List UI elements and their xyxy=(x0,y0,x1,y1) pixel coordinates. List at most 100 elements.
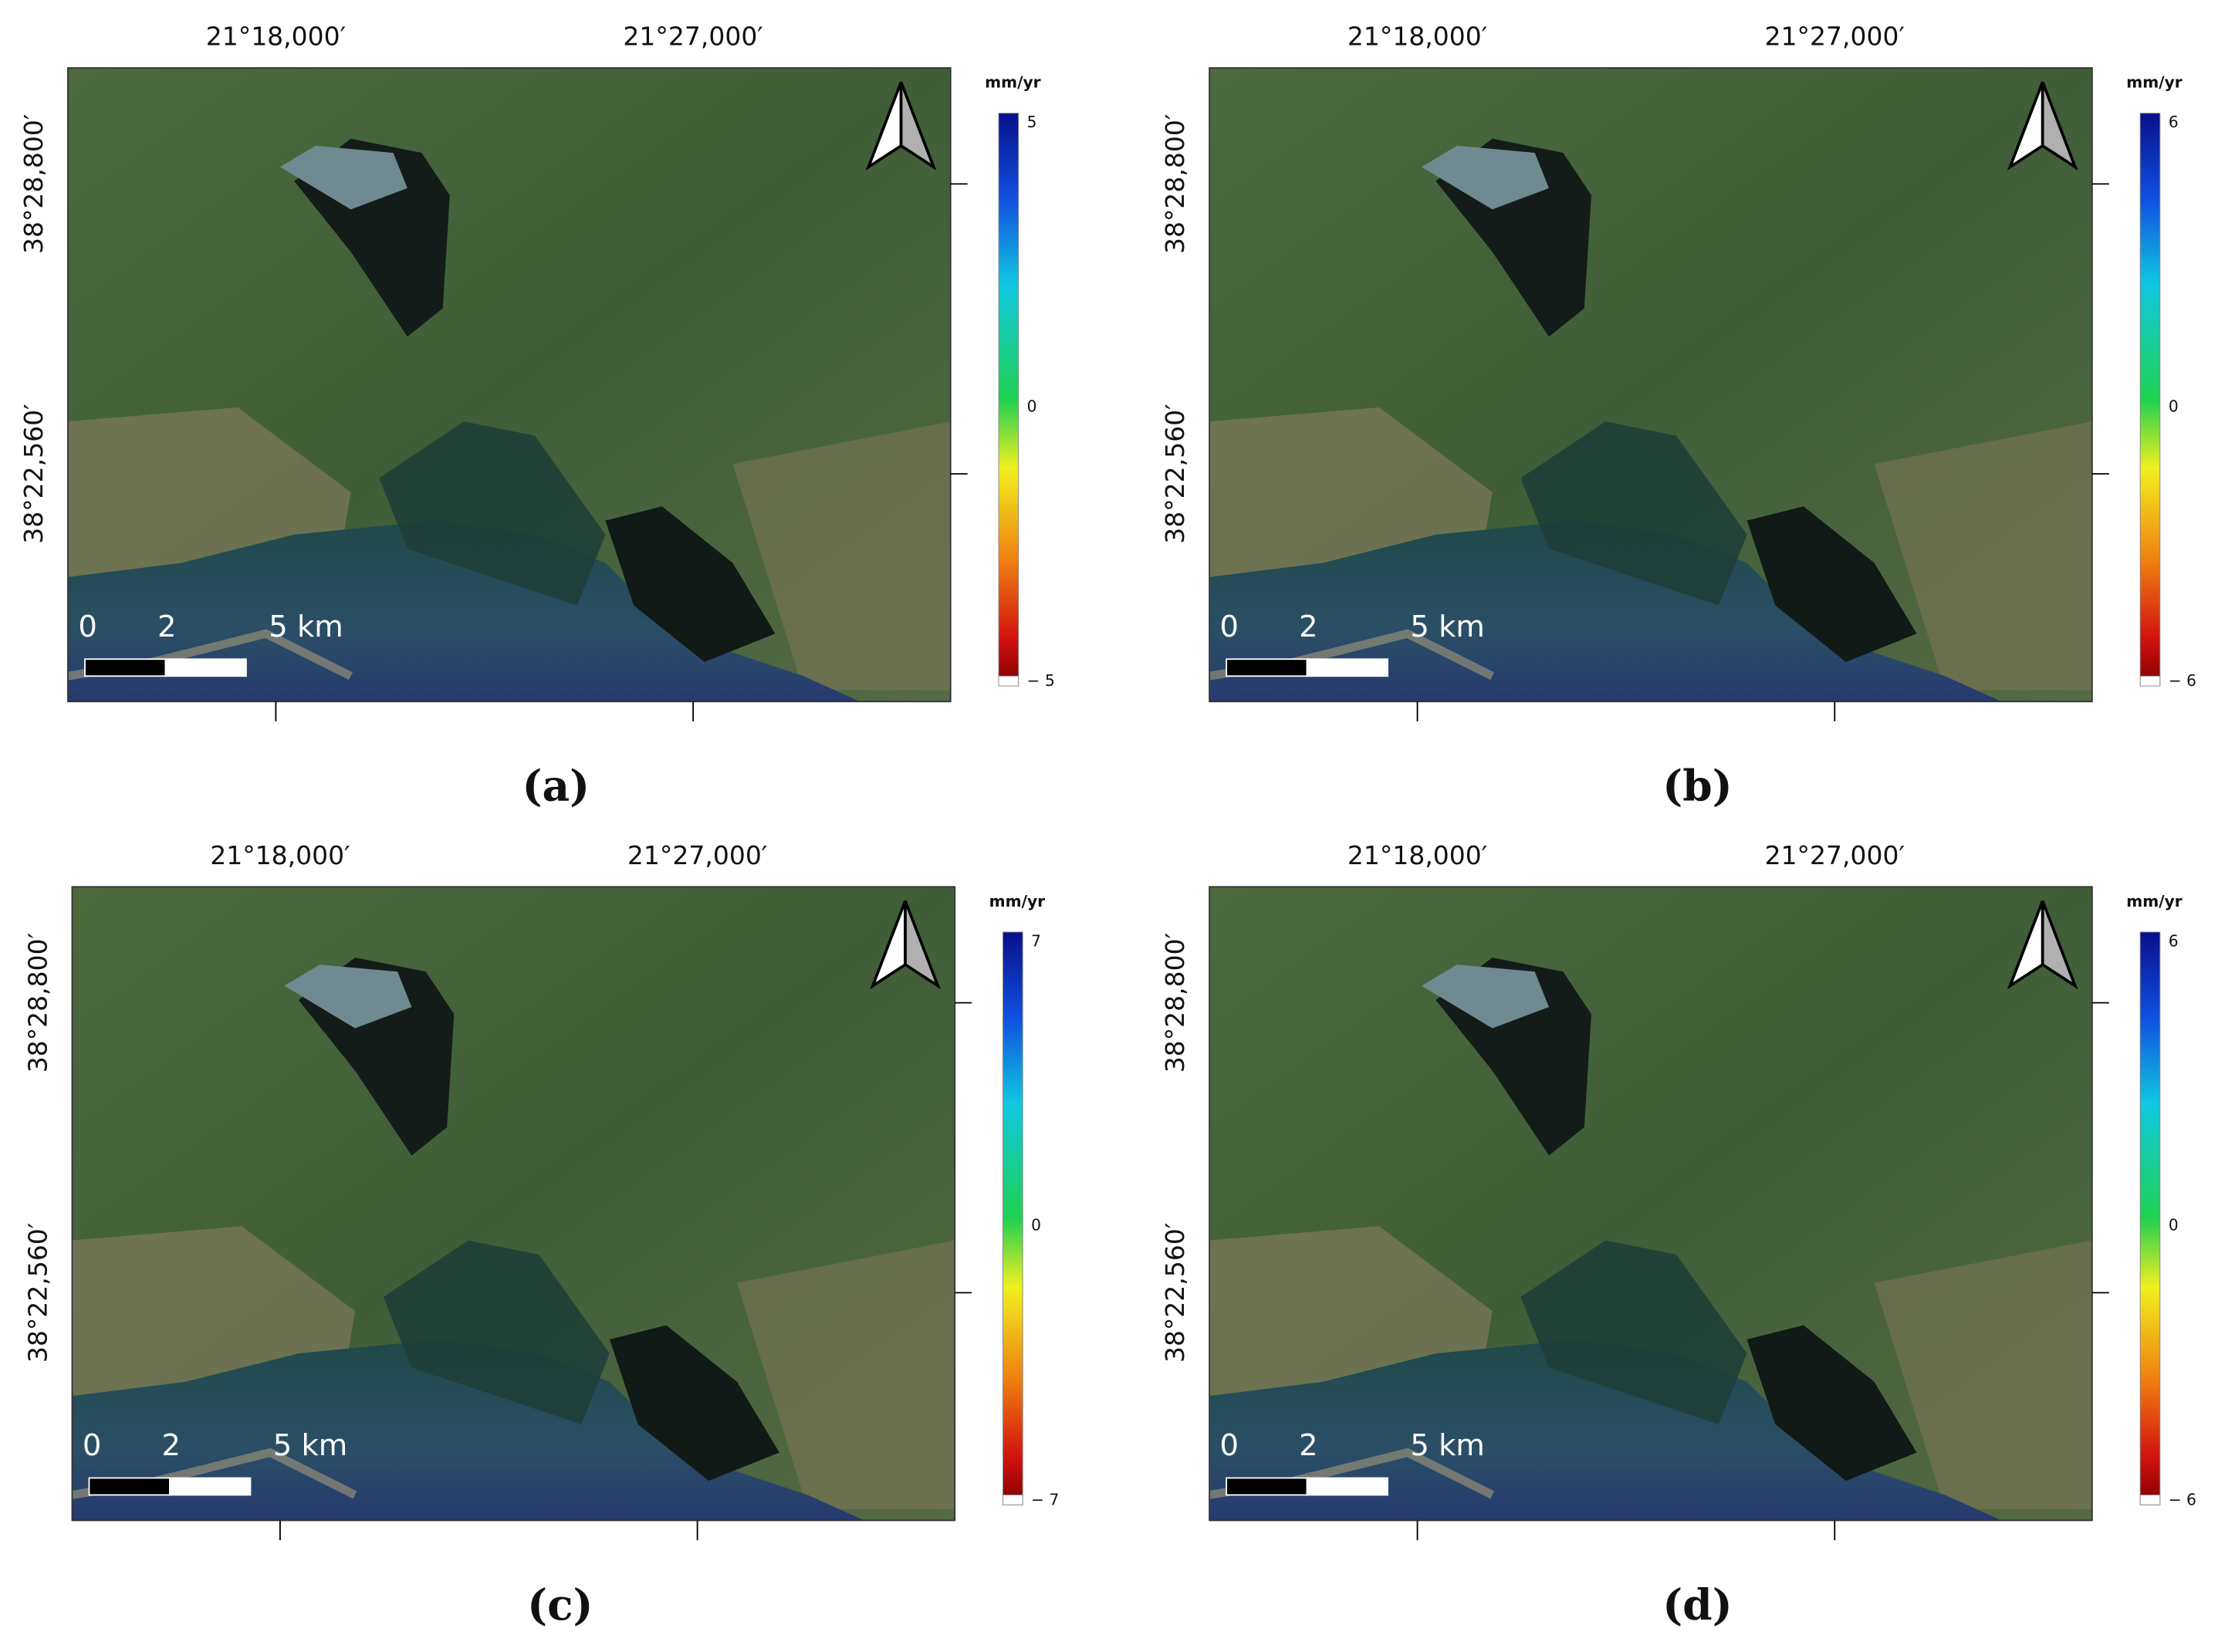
map-image xyxy=(1209,67,2093,703)
map-frame xyxy=(67,67,952,703)
lagoon xyxy=(383,1240,610,1424)
scale-label: 2 xyxy=(1299,1428,1318,1463)
scale-bar-white xyxy=(169,1477,252,1496)
scale-label: 0 xyxy=(1220,1428,1239,1463)
north-arrow-right xyxy=(904,900,941,990)
colorbar-unit: mm/yr xyxy=(2126,73,2182,92)
lagoon xyxy=(1520,421,1747,606)
x-axis-label: 21°27,000′ xyxy=(1765,840,1905,870)
map-image xyxy=(71,886,956,1522)
map-frame xyxy=(1209,886,2093,1522)
scale-label: 5 km xyxy=(1410,1428,1485,1463)
colorbar-nodata xyxy=(1002,1495,1023,1505)
lagoon xyxy=(1746,506,1917,662)
scale-label: 0 xyxy=(1220,610,1239,644)
colorbar xyxy=(1002,931,1023,1505)
map-panel: 21°18,000′ 21°27,000′ 38°28,800′ 38°22,560′… xyxy=(1160,22,2196,811)
colorbar-nodata xyxy=(2139,675,2161,687)
north-arrow-right xyxy=(899,81,937,171)
x-axis-label: 21°18,000′ xyxy=(1347,840,1487,870)
y-axis-label: 38°28,800′ xyxy=(22,933,52,1073)
map-image xyxy=(1209,886,2093,1522)
colorbar-min: − 5 xyxy=(1027,671,1055,690)
scale-label: 5 km xyxy=(1410,610,1485,644)
scale-label: 2 xyxy=(162,1428,181,1463)
scale-bar-black xyxy=(1226,1477,1308,1496)
map-frame xyxy=(1209,67,2093,703)
scale-label: 2 xyxy=(1299,610,1318,644)
lagoon xyxy=(609,1325,779,1481)
scale-bar-black xyxy=(88,1477,171,1496)
salt-flat xyxy=(284,965,412,1029)
farmland xyxy=(736,1240,955,1509)
salt-flat xyxy=(1422,965,1550,1029)
panel-label: (c) xyxy=(527,1579,593,1630)
colorbar-nodata xyxy=(998,675,1019,687)
north-arrow-right xyxy=(2040,900,2078,990)
scale-bar-white xyxy=(1306,658,1388,677)
y-axis-label: 38°22,560′ xyxy=(1160,404,1190,543)
scale-label: 0 xyxy=(83,1428,101,1463)
sea xyxy=(67,520,860,702)
colorbar-min: − 7 xyxy=(1031,1490,1059,1508)
map-image xyxy=(67,67,952,703)
colorbar-max: 5 xyxy=(1027,113,1037,131)
colorbar-max: 7 xyxy=(1031,931,1041,950)
scale-label: 5 km xyxy=(273,1428,348,1463)
lagoon xyxy=(1746,1325,1917,1481)
scale-label: 0 xyxy=(78,610,96,644)
colorbar-mid: 0 xyxy=(1027,397,1037,415)
y-axis-label: 38°28,800′ xyxy=(19,114,49,254)
panel-label: (d) xyxy=(1662,1579,1732,1630)
y-axis-label: 38°22,560′ xyxy=(1160,1223,1190,1363)
salt-flat xyxy=(1422,145,1550,210)
lagoon xyxy=(605,506,776,662)
colorbar-mid: 0 xyxy=(2169,1216,2179,1235)
farmland xyxy=(1874,421,2092,691)
sea xyxy=(72,1339,864,1521)
colorbar-unit: mm/yr xyxy=(985,73,1041,92)
y-axis-label: 38°22,560′ xyxy=(22,1223,52,1363)
colorbar-mid: 0 xyxy=(2169,397,2179,415)
scale-label: 5 km xyxy=(269,610,343,644)
north-arrow-right xyxy=(2040,81,2078,171)
colorbar xyxy=(2139,931,2161,1505)
salt-flat xyxy=(279,145,407,210)
x-axis-label: 21°18,000′ xyxy=(1347,22,1487,52)
scale-bar-black xyxy=(84,658,167,677)
colorbar-unit: mm/yr xyxy=(989,892,1046,910)
sea xyxy=(1209,520,2002,702)
colorbar-max: 6 xyxy=(2169,113,2179,131)
colorbar-unit: mm/yr xyxy=(2126,892,2182,910)
panel-label: (b) xyxy=(1662,761,1732,811)
scale-bar-white xyxy=(1306,1477,1388,1496)
colorbar-nodata xyxy=(2139,1495,2161,1505)
map-panel: 21°18,000′ 21°27,000′ 38°28,800′ 38°22,560′… xyxy=(19,22,1055,811)
x-axis-label: 21°18,000′ xyxy=(210,840,350,870)
lagoon xyxy=(1520,1240,1747,1424)
colorbar-min: − 6 xyxy=(2169,671,2196,690)
lagoon xyxy=(379,421,606,606)
colorbar-mid: 0 xyxy=(1031,1216,1041,1235)
y-axis-label: 38°22,560′ xyxy=(19,404,49,543)
panel-label: (a) xyxy=(522,761,590,811)
x-axis-label: 21°18,000′ xyxy=(206,22,346,52)
map-frame xyxy=(71,886,956,1522)
map-panel: 21°18,000′ 21°27,000′ 38°28,800′ 38°22,560′… xyxy=(1160,840,2196,1630)
colorbar xyxy=(998,113,1019,687)
x-axis-label: 21°27,000′ xyxy=(1765,22,1905,52)
colorbar-max: 6 xyxy=(2169,931,2179,950)
scale-label: 2 xyxy=(157,610,177,644)
farmland xyxy=(732,421,951,691)
x-axis-label: 21°27,000′ xyxy=(627,840,767,870)
colorbar-min: − 6 xyxy=(2169,1490,2196,1508)
colorbar xyxy=(2139,113,2161,687)
scale-bar-black xyxy=(1226,658,1308,677)
map-panel: 21°18,000′ 21°27,000′ 38°28,800′ 38°22,560′… xyxy=(22,840,1059,1630)
y-axis-label: 38°28,800′ xyxy=(1160,114,1190,254)
farmland xyxy=(1874,1240,2092,1509)
scale-bar-white xyxy=(164,658,247,677)
x-axis-label: 21°27,000′ xyxy=(623,22,762,52)
